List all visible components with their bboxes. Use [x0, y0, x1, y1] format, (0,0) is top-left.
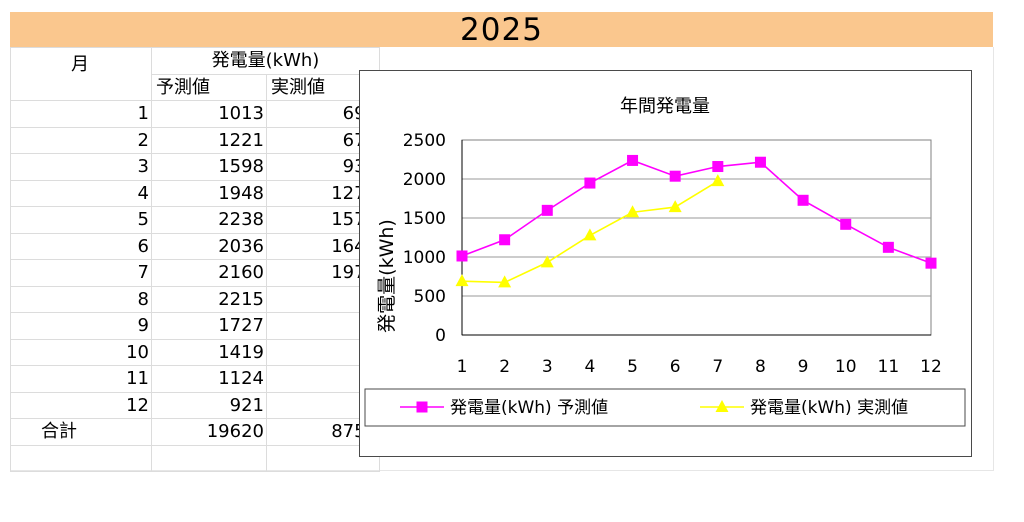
month-cell[interactable]: 4 [10, 179, 152, 207]
square-marker [882, 241, 894, 253]
pred-cell[interactable]: 1598 [151, 153, 267, 181]
pred-header[interactable]: 予測値 [151, 73, 267, 101]
month-cell[interactable]: 7 [10, 259, 152, 287]
square-marker [669, 170, 681, 182]
table-row: 9 1727 [10, 312, 380, 340]
x-tick-label: 3 [542, 357, 553, 377]
x-tick-label: 9 [798, 357, 809, 377]
y-axis-label: 発電量(kWh) [376, 219, 398, 333]
pred-cell[interactable]: 1419 [151, 338, 267, 366]
x-tick-label: 12 [920, 357, 942, 377]
table-row: 21221674 [10, 126, 380, 154]
pred-cell[interactable]: 1013 [151, 100, 267, 128]
generation-table: 月 発電量(kWh) 予測値 実測値 110136902122167431598… [10, 47, 380, 472]
month-cell[interactable]: 11 [10, 365, 152, 393]
x-tick-label: 5 [627, 357, 638, 377]
month-cell[interactable]: 1 [10, 100, 152, 128]
pred-cell[interactable]: 2160 [151, 259, 267, 287]
legend-label: 発電量(kWh) 実測値 [750, 398, 908, 418]
square-marker [456, 250, 468, 262]
x-tick-label: 2 [499, 357, 510, 377]
gridlines [461, 139, 932, 336]
y-tick-label: 1500 [403, 209, 446, 229]
pred-cell[interactable]: 1727 [151, 312, 267, 340]
triangle-marker [455, 274, 469, 287]
square-marker [499, 234, 511, 246]
square-marker [416, 401, 428, 413]
square-marker [797, 194, 809, 206]
series-line-1 [461, 159, 932, 264]
table-row: 6 2036 1640 [10, 232, 380, 260]
x-tick-label: 1 [457, 357, 468, 377]
table-row: 7 2160 1972 [10, 259, 380, 287]
chart-title: 年間発電量 [620, 96, 710, 117]
table-row: 11 1124 [10, 365, 380, 393]
month-cell[interactable]: 9 [10, 312, 152, 340]
x-tick-label: 8 [755, 357, 766, 377]
y-tick-label: 2500 [403, 131, 446, 151]
legend-box [364, 388, 966, 427]
empty-cell[interactable] [151, 444, 267, 472]
month-cell[interactable]: 10 [10, 338, 152, 366]
triangle-marker [668, 200, 682, 213]
month-cell[interactable]: 3 [10, 153, 152, 181]
pred-cell[interactable]: 921 [151, 391, 267, 419]
y-tick-label: 0 [435, 326, 446, 346]
x-tick-label: 4 [584, 357, 595, 377]
spreadsheet-area [10, 47, 994, 471]
pred-cell[interactable]: 2238 [151, 206, 267, 234]
triangle-marker [540, 255, 554, 268]
unit-header[interactable]: 発電量(kWh) [151, 47, 380, 75]
empty-cell[interactable] [10, 444, 152, 472]
series-group [455, 154, 937, 288]
triangle-marker [583, 228, 597, 241]
legend-label: 発電量(kWh) 予測値 [450, 398, 608, 418]
y-tick-labels: 0 500 1000 1500 2000 2500 [403, 131, 446, 346]
plot-area [461, 139, 932, 336]
month-cell[interactable]: 2 [10, 126, 152, 154]
square-marker [754, 156, 766, 168]
table-row: 11013690 [10, 100, 380, 128]
pred-cell[interactable]: 1948 [151, 179, 267, 207]
square-marker [541, 204, 553, 216]
x-tick-label: 10 [835, 357, 857, 377]
pred-cell[interactable]: 2036 [151, 232, 267, 260]
square-marker [627, 154, 639, 166]
total-label[interactable]: 合計 [10, 418, 152, 446]
month-header[interactable]: 月 [10, 47, 152, 101]
month-cell[interactable]: 8 [10, 285, 152, 313]
month-cell[interactable]: 5 [10, 206, 152, 234]
square-marker [584, 177, 596, 189]
month-cell[interactable]: 6 [10, 232, 152, 260]
table-row: 4 1948 1277 [10, 179, 380, 207]
total-pred[interactable]: 19620 [151, 418, 267, 446]
table-row: 10 1419 [10, 338, 380, 366]
pred-cell[interactable]: 1124 [151, 365, 267, 393]
y-tick-label: 2000 [403, 170, 446, 190]
y-tick-label: 1000 [403, 248, 446, 268]
square-marker [840, 218, 852, 230]
x-tick-label: 6 [670, 357, 681, 377]
triangle-marker [715, 400, 729, 412]
x-tick-label: 11 [878, 357, 900, 377]
year-title: 2025 [10, 12, 993, 48]
triangle-marker [626, 205, 640, 218]
legend: 発電量(kWh) 予測値 発電量(kWh) 実測値 [364, 388, 966, 427]
x-tick-labels: 1 2 3 4 5 6 7 8 9 10 11 12 [457, 357, 942, 377]
table-row: 8 2215 [10, 285, 380, 313]
y-tick-label: 500 [414, 287, 446, 307]
square-marker [925, 257, 937, 269]
month-cell[interactable]: 12 [10, 391, 152, 419]
table-row: 31598931 [10, 153, 380, 181]
square-marker [712, 161, 724, 173]
table-row: 5 2238 1573 [10, 206, 380, 234]
table-row: 12 921 [10, 391, 380, 419]
pred-cell[interactable]: 1221 [151, 126, 267, 154]
x-tick-label: 7 [712, 357, 723, 377]
triangle-marker [498, 275, 512, 288]
pred-cell[interactable]: 2215 [151, 285, 267, 313]
triangle-marker [711, 174, 725, 187]
